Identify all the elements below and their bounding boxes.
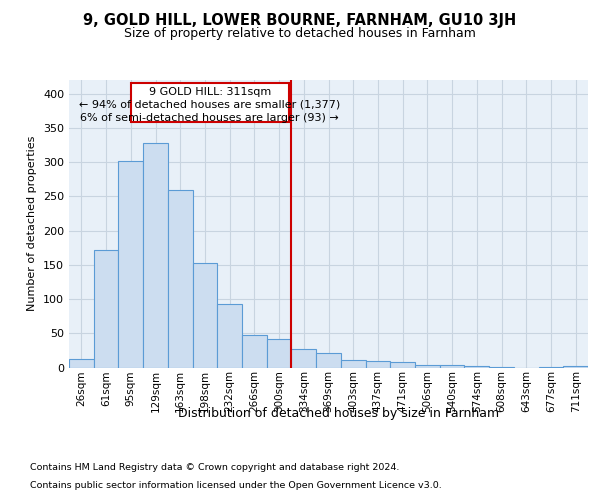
Bar xyxy=(118,162,143,368)
Bar xyxy=(390,362,415,368)
FancyBboxPatch shape xyxy=(131,84,289,122)
Bar xyxy=(415,366,440,368)
Bar xyxy=(168,190,193,368)
Bar xyxy=(341,360,365,368)
Text: 6% of semi-detached houses are larger (93) →: 6% of semi-detached houses are larger (9… xyxy=(80,113,339,123)
Bar xyxy=(464,366,489,368)
Text: 9 GOLD HILL: 311sqm: 9 GOLD HILL: 311sqm xyxy=(149,87,271,97)
Bar xyxy=(217,304,242,368)
Y-axis label: Number of detached properties: Number of detached properties xyxy=(28,136,37,312)
Text: 9, GOLD HILL, LOWER BOURNE, FARNHAM, GU10 3JH: 9, GOLD HILL, LOWER BOURNE, FARNHAM, GU1… xyxy=(83,12,517,28)
Bar xyxy=(539,367,563,368)
Bar xyxy=(143,143,168,368)
Bar xyxy=(563,366,588,368)
Bar xyxy=(69,358,94,368)
Bar xyxy=(489,367,514,368)
Bar xyxy=(242,334,267,368)
Text: ← 94% of detached houses are smaller (1,377): ← 94% of detached houses are smaller (1,… xyxy=(79,100,340,110)
Text: Size of property relative to detached houses in Farnham: Size of property relative to detached ho… xyxy=(124,28,476,40)
Bar xyxy=(94,250,118,368)
Bar xyxy=(267,339,292,368)
Text: Contains public sector information licensed under the Open Government Licence v3: Contains public sector information licen… xyxy=(30,481,442,490)
Bar xyxy=(316,353,341,368)
Bar xyxy=(365,360,390,368)
Text: Distribution of detached houses by size in Farnham: Distribution of detached houses by size … xyxy=(178,408,500,420)
Bar xyxy=(193,264,217,368)
Text: Contains HM Land Registry data © Crown copyright and database right 2024.: Contains HM Land Registry data © Crown c… xyxy=(30,464,400,472)
Bar xyxy=(292,349,316,368)
Bar xyxy=(440,366,464,368)
